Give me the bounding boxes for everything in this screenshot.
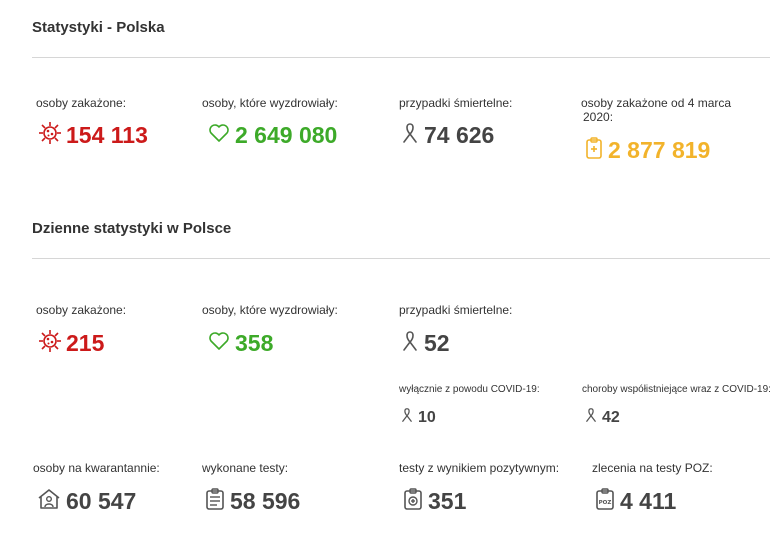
daily-infected-value: 215: [66, 330, 105, 356]
section-divider: [32, 258, 770, 259]
comorbid-label: choroby współistniejące wraz z COVID-19:: [582, 384, 771, 395]
covid-only-value: 10: [418, 408, 436, 426]
covid-only-deaths: 10: [400, 406, 436, 429]
house-person-icon: [36, 487, 62, 516]
deaths-label: przypadki śmiertelne:: [399, 96, 513, 110]
recovered-total-value: 2 649 080: [235, 122, 338, 148]
infected-total-value: 154 113: [66, 122, 148, 148]
comorbid-value: 42: [602, 408, 620, 426]
quarantine-value: 60 547: [66, 488, 137, 514]
infected-total: 154 113: [38, 121, 148, 150]
ribbon-icon: [400, 406, 414, 429]
daily-recovered: 358: [207, 329, 273, 358]
virus-icon: [38, 121, 62, 150]
positive-tests-label: testy z wynikiem pozytywnym:: [399, 461, 560, 475]
covid-only-label: wyłącznie z powodu COVID-19:: [399, 384, 540, 395]
section-title-daily: Dzienne statystyki w Polsce: [32, 220, 232, 237]
poz-referrals-label: zlecenia na testy POZ:: [592, 461, 713, 475]
tests-label: wykonane testy:: [202, 461, 289, 475]
quarantine: 60 547: [36, 487, 136, 516]
comorbid-deaths: 42: [584, 406, 620, 429]
daily-infected: 215: [38, 329, 104, 358]
tests-value: 58 596: [230, 488, 301, 514]
tests: 58 596: [204, 487, 300, 516]
since-march-label: osoby zakażone od 4 marca 2020:: [581, 96, 731, 124]
poz-referral-icon: POZ: [594, 487, 616, 516]
clipboard-icon: [584, 136, 604, 165]
daily-recovered-label: osoby, które wyzdrowiały:: [202, 303, 338, 317]
quarantine-label: osoby na kwarantannie:: [33, 461, 160, 475]
deaths-total: 74 626: [400, 121, 494, 150]
daily-deaths-label: przypadki śmiertelne:: [399, 303, 513, 317]
poz-referrals: POZ 4 411: [594, 487, 676, 516]
test-tube-icon: [402, 487, 424, 516]
poz-referrals-value: 4 411: [620, 488, 677, 514]
since-march-label-line2: 2020:: [583, 110, 614, 124]
section-divider: [32, 57, 770, 58]
since-march-label-line1: osoby zakażone od 4 marca: [581, 96, 732, 110]
deaths-total-value: 74 626: [424, 122, 495, 148]
section-title-poland: Statystyki - Polska: [32, 19, 165, 36]
test-list-icon: [204, 487, 226, 516]
recovered-label: osoby, które wyzdrowiały:: [202, 96, 338, 110]
svg-text:POZ: POZ: [599, 500, 612, 506]
virus-icon: [38, 329, 62, 358]
daily-recovered-value: 358: [235, 330, 274, 356]
ribbon-icon: [400, 329, 420, 358]
positive-tests-value: 351: [428, 488, 467, 514]
infected-label: osoby zakażone:: [36, 96, 127, 110]
ribbon-icon: [584, 406, 598, 429]
since-march-total-value: 2 877 819: [608, 137, 711, 163]
daily-deaths: 52: [400, 329, 450, 358]
ribbon-icon: [400, 121, 420, 150]
daily-deaths-value: 52: [424, 330, 450, 356]
heart-icon: [207, 329, 231, 358]
positive-tests: 351: [402, 487, 466, 516]
heart-icon: [207, 121, 231, 150]
daily-infected-label: osoby zakażone:: [36, 303, 127, 317]
since-march-total: 2 877 819: [584, 136, 710, 165]
recovered-total: 2 649 080: [207, 121, 337, 150]
